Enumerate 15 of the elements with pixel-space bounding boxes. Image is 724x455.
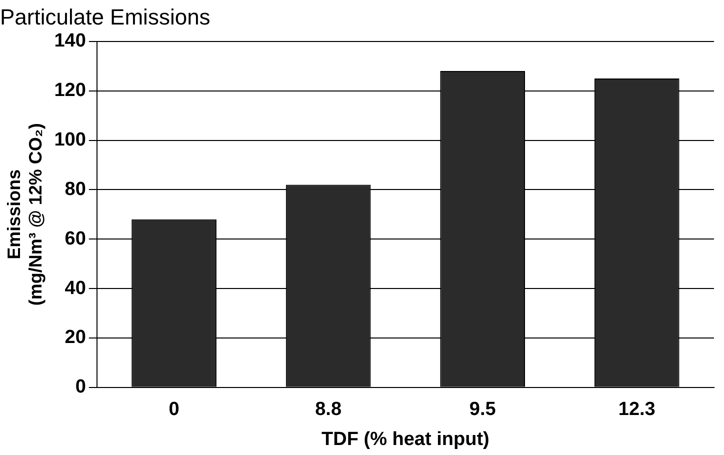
- y-tick-label: 140: [54, 30, 86, 52]
- x-tick-label: 0: [168, 399, 180, 420]
- x-axis-title: TDF (% heat input): [322, 428, 490, 450]
- y-tick-label: 0: [75, 376, 86, 398]
- y-tick-label: 40: [64, 278, 86, 299]
- x-tick-label: 12.3: [618, 399, 656, 420]
- y-tick-label: 80: [64, 178, 86, 200]
- y-tick-label: 60: [64, 228, 86, 250]
- chart-title: Particulate Emissions: [0, 4, 210, 30]
- x-tick-label: 9.5: [469, 399, 496, 420]
- y-axis-title: Emissions (mg/Nm³ @ 12% CO₂): [4, 123, 46, 306]
- y-tick-label: 100: [54, 129, 86, 150]
- y-tick-label: 120: [54, 80, 86, 102]
- y-tick-label: 20: [64, 327, 86, 348]
- x-tick-label: 8.8: [315, 399, 342, 420]
